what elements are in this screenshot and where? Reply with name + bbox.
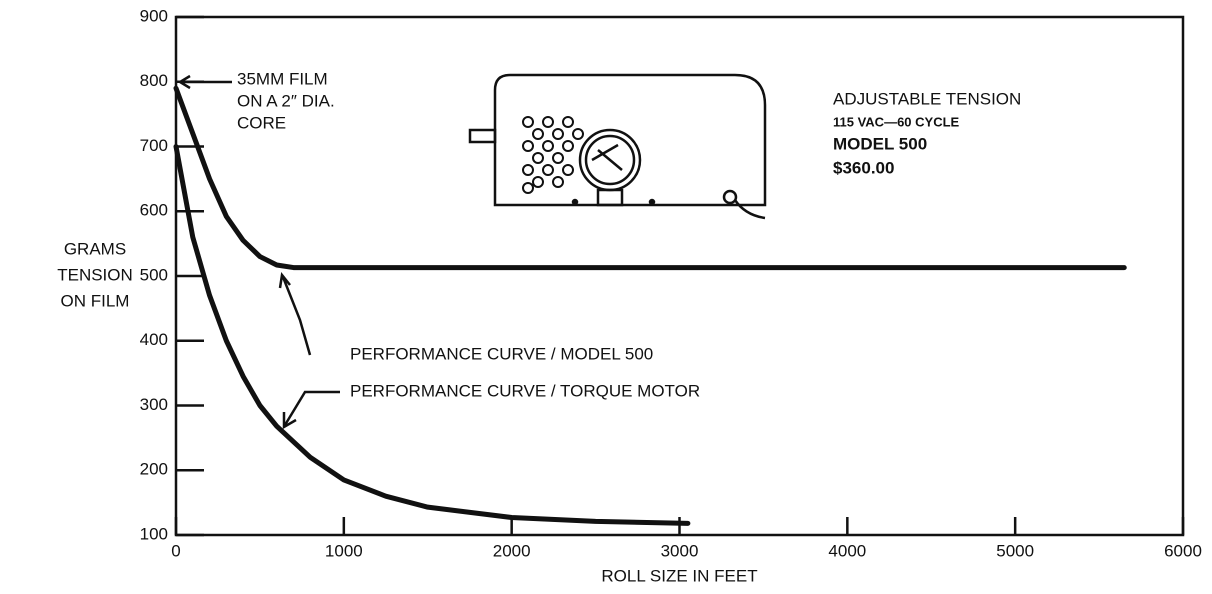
- series-label: PERFORMANCE CURVE / MODEL 500: [350, 344, 653, 363]
- x-axis-label: ROLL SIZE IN FEET: [601, 566, 757, 585]
- y-tick-label: 600: [140, 201, 168, 220]
- x-tick-label: 4000: [828, 541, 866, 560]
- x-tick-label: 5000: [996, 541, 1034, 560]
- y-axis-label: TENSION: [57, 265, 133, 284]
- annotation: 35MM FILM: [237, 69, 328, 88]
- annotation: ADJUSTABLE TENSION: [833, 89, 1021, 108]
- y-tick-label: 900: [140, 6, 168, 25]
- x-tick-label: 2000: [493, 541, 531, 560]
- series-line: [176, 88, 1124, 267]
- annotation: MODEL 500: [833, 134, 927, 153]
- y-tick-label: 800: [140, 71, 168, 90]
- y-axis-label: ON FILM: [61, 291, 130, 310]
- x-tick-label: 1000: [325, 541, 363, 560]
- annotation: $360.00: [833, 158, 894, 177]
- y-tick-label: 200: [140, 460, 168, 479]
- y-tick-label: 100: [140, 524, 168, 543]
- x-tick-label: 3000: [661, 541, 699, 560]
- device-illustration: [470, 75, 765, 218]
- annotation: ON A 2″ DIA.: [237, 91, 335, 110]
- series-line: [176, 147, 688, 524]
- x-tick-label: 0: [171, 541, 180, 560]
- annotation: CORE: [237, 113, 286, 132]
- chart: 100 200 300 400 500 600 700 800 900 0 1000 2000 3000…: [0, 0, 1212, 589]
- y-axis-label: GRAMS: [64, 239, 126, 258]
- series-label: PERFORMANCE CURVE / TORQUE MOTOR: [350, 381, 700, 400]
- y-tick-label: 700: [140, 136, 168, 155]
- annotation: 115 VAC—60 CYCLE: [833, 114, 960, 129]
- x-tick-label: 6000: [1164, 541, 1202, 560]
- y-tick-label: 400: [140, 330, 168, 349]
- y-tick-label: 300: [140, 395, 168, 414]
- page: {"chart_data": {"type": "line", "x_label…: [0, 0, 1212, 594]
- y-tick-label: 500: [140, 265, 168, 284]
